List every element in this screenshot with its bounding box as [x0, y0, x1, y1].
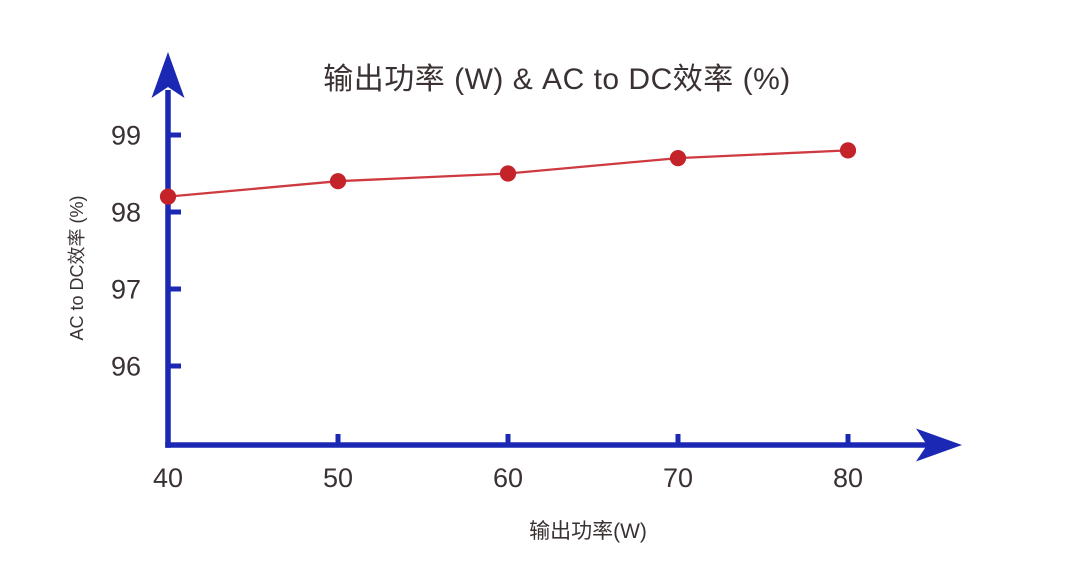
- y-tick-mark: [168, 209, 181, 215]
- x-tick-mark: [675, 434, 681, 445]
- y-tick-label: 98: [111, 198, 141, 228]
- x-axis-title: 输出功率(W): [529, 520, 647, 543]
- y-tick-mark: [168, 132, 181, 138]
- x-tick-label: 60: [493, 463, 523, 493]
- chart-title: 输出功率 (W) & AC to DC效率 (%): [323, 63, 791, 96]
- x-axis-arrow-icon: [916, 428, 962, 462]
- y-tick-label: 97: [111, 275, 141, 305]
- y-tick-label: 99: [111, 121, 141, 151]
- data-point: [669, 150, 687, 167]
- x-tick-mark: [505, 434, 511, 445]
- x-tick-label: 70: [663, 463, 693, 493]
- x-tick-mark: [845, 434, 851, 445]
- data-point: [499, 165, 517, 182]
- data-point: [159, 188, 177, 205]
- x-tick-mark: [335, 434, 341, 445]
- y-tick-mark: [168, 286, 181, 292]
- data-point: [839, 142, 857, 159]
- y-tick-label: 96: [111, 352, 141, 382]
- y-axis-arrow-icon: [151, 52, 185, 98]
- y-tick-mark: [168, 363, 181, 369]
- x-tick-label: 40: [153, 463, 183, 493]
- x-tick-label: 50: [323, 463, 353, 493]
- x-tick-label: 80: [833, 463, 863, 493]
- data-point: [329, 173, 347, 190]
